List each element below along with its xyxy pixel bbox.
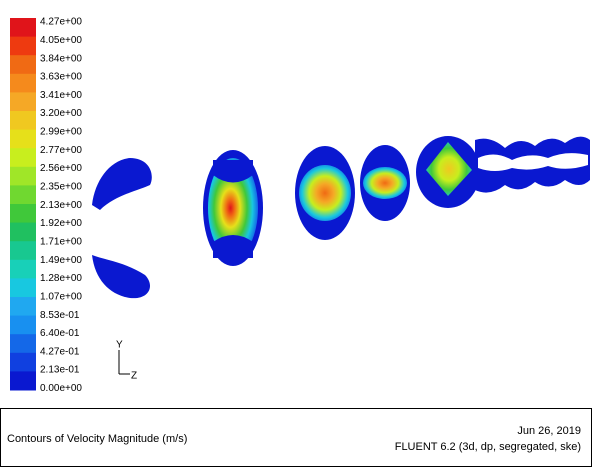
colorbar-swatch	[10, 241, 36, 261]
flow-field	[92, 136, 590, 299]
colorbar-swatch	[10, 129, 36, 149]
contour-plot: 4.27e+00 4.05e+00 3.84e+00 3.63e+00 3.41e+00…	[10, 17, 590, 394]
colorbar-swatch	[10, 204, 36, 224]
colorbar-label: 4.27e+00	[40, 17, 82, 28]
colorbar-swatch	[10, 185, 36, 205]
colorbar-label: 1.07e+00	[40, 291, 82, 302]
colorbar-label: 8.53e-01	[40, 310, 80, 321]
colorbar-label: 2.77e+00	[40, 145, 82, 156]
colorbar-swatch	[10, 278, 36, 298]
colorbar-swatch	[10, 166, 36, 186]
colorbar-swatch	[10, 371, 36, 391]
colorbar-label: 3.41e+00	[40, 90, 82, 101]
plot-title: Contours of Velocity Magnitude (m/s)	[7, 433, 188, 445]
colorbar-label: 1.28e+00	[40, 273, 82, 284]
colorbar-label: 4.05e+00	[40, 35, 82, 46]
colorbar: 4.27e+00 4.05e+00 3.84e+00 3.63e+00 3.41e+00…	[10, 17, 82, 394]
colorbar-swatch	[10, 315, 36, 335]
colorbar-swatch	[10, 352, 36, 372]
colorbar-label: 2.13e-01	[40, 365, 80, 376]
axis-label-z: Z	[131, 371, 137, 382]
colorbar-swatch	[10, 36, 36, 56]
colorbar-swatch	[10, 334, 36, 354]
colorbar-swatch	[10, 55, 36, 75]
colorbar-label: 3.63e+00	[40, 72, 82, 83]
colorbar-label: 0.00e+00	[40, 383, 82, 394]
colorbar-swatch	[10, 148, 36, 168]
colorbar-swatch	[10, 73, 36, 93]
colorbar-label: 3.84e+00	[40, 53, 82, 64]
colorbar-swatch	[10, 259, 36, 279]
colorbar-swatch	[10, 111, 36, 131]
axis-triad: Y Z	[116, 340, 137, 382]
colorbar-label: 2.13e+00	[40, 200, 82, 211]
colorbar-label: 2.99e+00	[40, 127, 82, 138]
axis-label-y: Y	[116, 340, 123, 351]
colorbar-label: 3.20e+00	[40, 108, 82, 119]
solver-info: FLUENT 6.2 (3d, dp, segregated, ske)	[394, 441, 581, 453]
colorbar-label: 6.40e-01	[40, 328, 80, 339]
colorbar-label: 2.35e+00	[40, 182, 82, 193]
date: Jun 26, 2019	[517, 425, 581, 437]
footer: Contours of Velocity Magnitude (m/s) Jun…	[0, 408, 592, 467]
colorbar-label: 2.56e+00	[40, 163, 82, 174]
colorbar-swatch	[10, 222, 36, 242]
colorbar-swatch	[10, 92, 36, 112]
colorbar-label: 1.92e+00	[40, 218, 82, 229]
colorbar-swatch	[10, 18, 36, 38]
colorbar-label: 1.71e+00	[40, 236, 82, 247]
colorbar-label: 4.27e-01	[40, 346, 80, 357]
colorbar-swatch	[10, 297, 36, 317]
colorbar-label: 1.49e+00	[40, 255, 82, 266]
